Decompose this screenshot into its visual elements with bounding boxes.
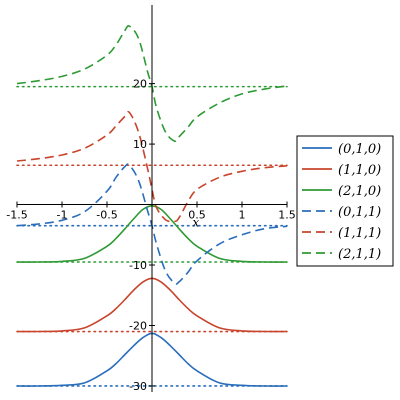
x-tick-label: 0.5 xyxy=(188,209,206,222)
y-tick-label: -20 xyxy=(129,319,147,332)
x-tick-label: 1.5 xyxy=(278,209,296,222)
x-tick-label: -0.5 xyxy=(96,209,117,222)
legend-box xyxy=(296,135,394,267)
legend: (0,1,0) (1,1,0) (2,1,0) (0,1,1) (1,1,1) (2,1,… xyxy=(296,135,394,267)
legend-label: (1,1,0) xyxy=(338,163,381,178)
x-tick-label: 1 xyxy=(239,209,246,222)
y-tick-label: -30 xyxy=(129,380,147,393)
x-axis-label: x xyxy=(193,216,200,230)
y-tick-label: 20 xyxy=(133,78,147,91)
legend-label: (1,1,1) xyxy=(338,226,381,241)
legend-label: (0,1,1) xyxy=(338,205,381,220)
y-tick-label: -10 xyxy=(129,259,147,272)
legend-label: (2,1,0) xyxy=(338,184,381,199)
legend-label: (2,1,1) xyxy=(338,247,381,262)
x-tick-label: -1 xyxy=(57,209,68,222)
series-line-5 xyxy=(16,110,288,223)
axes-layer: -1.5 -1 -0.5 0.5 1 1.5 20 10 -10 -20 -30 x xyxy=(6,5,296,393)
x-tick-label: -1.5 xyxy=(6,209,27,222)
legend-label: (0,1,0) xyxy=(338,142,381,157)
y-tick-label: 10 xyxy=(133,138,147,151)
